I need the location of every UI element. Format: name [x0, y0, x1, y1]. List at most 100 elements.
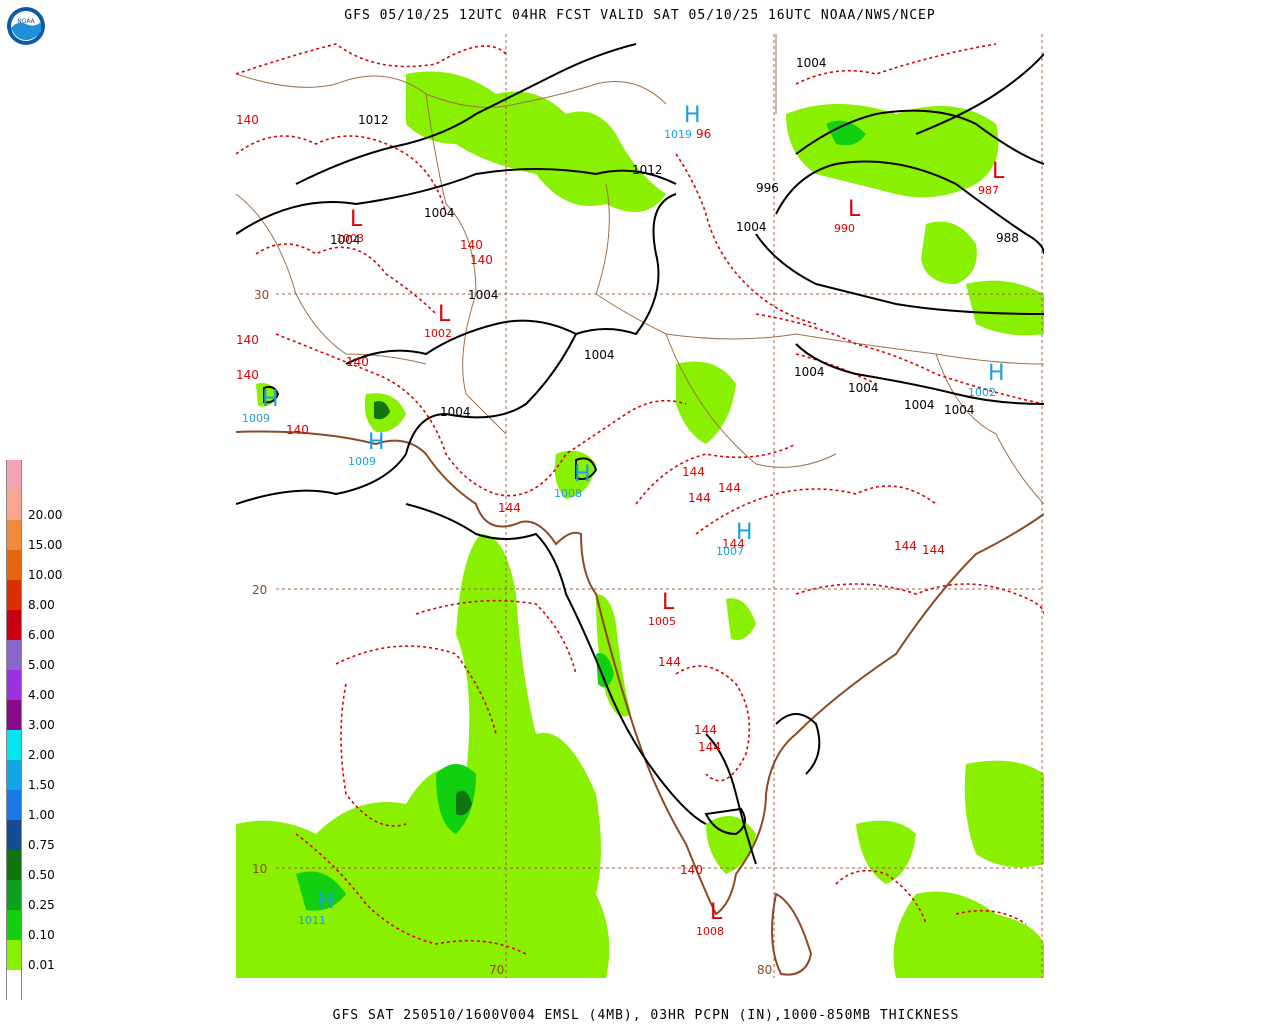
- isobar-label: 1004: [794, 365, 825, 379]
- legend-swatch: [6, 670, 22, 700]
- legend-entry: [6, 970, 66, 1000]
- legend-swatch: [6, 490, 22, 520]
- legend-label: 5.00: [28, 658, 55, 672]
- thickness-label: 144: [498, 501, 521, 515]
- legend-entry: 5.00: [6, 640, 66, 672]
- low-pressure-value: 987: [978, 184, 999, 197]
- thickness-label: 144: [894, 539, 917, 553]
- legend-entry: 15.00: [6, 520, 66, 552]
- thickness-label: 144: [922, 543, 945, 557]
- legend-label: 6.00: [28, 628, 55, 642]
- lat-label: 20: [252, 583, 267, 597]
- high-pressure-value: 1019: [664, 128, 692, 141]
- high-pressure-value: 1009: [242, 412, 270, 425]
- high-pressure-symbol: H: [368, 430, 385, 455]
- thickness-label: 144: [718, 481, 741, 495]
- low-pressure-symbol: L: [710, 900, 723, 925]
- legend-label: 4.00: [28, 688, 55, 702]
- high-pressure-value: 1002: [968, 386, 996, 399]
- legend-label: 15.00: [28, 538, 63, 552]
- legend-entry: 6.00: [6, 610, 66, 642]
- isobar-label: 988: [996, 231, 1019, 245]
- lon-label: 80: [757, 963, 772, 977]
- legend-entry: 1.50: [6, 760, 66, 792]
- legend-label: 8.00: [28, 598, 55, 612]
- political-borders: [236, 34, 1044, 505]
- legend-swatch: [6, 520, 22, 550]
- lat-label: 10: [252, 862, 267, 876]
- isobar-label: 1004: [796, 56, 827, 70]
- legend-swatch: [6, 640, 22, 670]
- logo-text: NOAA: [17, 18, 35, 25]
- low-pressure-value: 990: [834, 222, 855, 235]
- legend-entry: 0.25: [6, 880, 66, 912]
- low-pressure-symbol: L: [662, 590, 675, 615]
- thickness-label: 140: [236, 113, 259, 127]
- high-pressure-symbol: H: [574, 462, 591, 487]
- high-pressure-symbol: H: [988, 361, 1005, 386]
- legend-entry: 4.00: [6, 670, 66, 702]
- low-pressure-symbol: L: [438, 302, 451, 327]
- isobar-label: 996: [756, 181, 779, 195]
- thickness-label: 140: [470, 253, 493, 267]
- legend-swatch: [6, 580, 22, 610]
- low-pressure-symbol: L: [848, 197, 861, 222]
- legend-entry: 1.00: [6, 790, 66, 822]
- legend-entry: 10.00: [6, 550, 66, 582]
- legend-entry: 0.75: [6, 820, 66, 852]
- legend-swatch: [6, 760, 22, 790]
- thickness-label: 144: [688, 491, 711, 505]
- isobar-label: 1004: [944, 403, 975, 417]
- legend-entry: 3.00: [6, 700, 66, 732]
- low-pressure-value: 1005: [648, 615, 676, 628]
- legend-swatch: [6, 730, 22, 760]
- thickness-label: 140: [460, 238, 483, 252]
- isobar-label: 1004: [330, 233, 361, 247]
- legend-label: 3.00: [28, 718, 55, 732]
- thickness-label: 140: [346, 355, 369, 369]
- legend-label: 20.00: [28, 508, 63, 522]
- legend-label: 0.50: [28, 868, 55, 882]
- legend-entry: 0.01: [6, 940, 66, 972]
- legend-label: 1.50: [28, 778, 55, 792]
- low-pressure-symbol: L: [992, 159, 1005, 184]
- isobar-label: 1004: [736, 220, 767, 234]
- isobar-label: 1004: [584, 348, 615, 362]
- lat-label: 30: [254, 288, 269, 302]
- legend-swatch: [6, 880, 22, 910]
- thickness-label: 144: [658, 655, 681, 669]
- isobar-label: 1004: [848, 381, 879, 395]
- legend-swatch: [6, 910, 22, 940]
- low-pressure-symbol: L: [350, 207, 363, 232]
- isobar-label: 1012: [358, 113, 389, 127]
- legend-swatch: [6, 610, 22, 640]
- legend-swatch: [6, 790, 22, 820]
- legend-swatch: [6, 700, 22, 730]
- precip-legend: 20.00 15.00 10.00 8.00 6.00 5.00 4.00 3.00 2.00 1…: [6, 460, 66, 1000]
- high-pressure-value: 1008: [554, 487, 582, 500]
- thickness-label: 144: [698, 740, 721, 754]
- thickness-label: 140: [236, 333, 259, 347]
- legend-label: 0.75: [28, 838, 55, 852]
- legend-entry: [6, 460, 66, 490]
- isobar-label: 1004: [904, 398, 935, 412]
- thickness-label: 144: [682, 465, 705, 479]
- thickness-contours: [236, 43, 1044, 955]
- legend-swatch: [6, 460, 22, 490]
- legend-entry: 0.10: [6, 910, 66, 942]
- thickness-label: 144: [722, 537, 745, 551]
- isobar-label: 1012: [632, 163, 663, 177]
- legend-entry: 8.00: [6, 580, 66, 612]
- legend-entry: 2.00: [6, 730, 66, 762]
- thickness-label: 144: [694, 723, 717, 737]
- legend-label: 0.10: [28, 928, 55, 942]
- high-pressure-value: 1011: [298, 914, 326, 927]
- legend-label: 2.00: [28, 748, 55, 762]
- high-pressure-value: 1007: [716, 545, 744, 558]
- legend-entry: 0.50: [6, 850, 66, 882]
- map-caption: GFS SAT 250510/1600V004 EMSL (4MB), 03HR…: [332, 1008, 960, 1023]
- legend-label: 10.00: [28, 568, 63, 582]
- high-pressure-symbol: H: [736, 520, 753, 545]
- low-pressure-value: 1002: [424, 327, 452, 340]
